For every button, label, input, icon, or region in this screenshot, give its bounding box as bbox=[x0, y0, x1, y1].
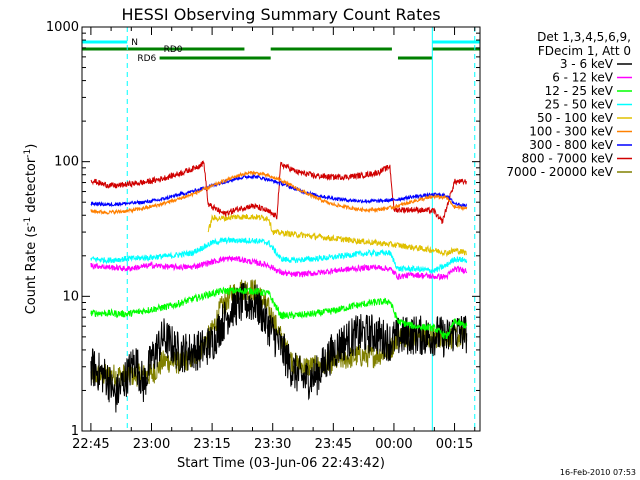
legend-label: 100 - 300 keV bbox=[529, 125, 613, 139]
legend-header-line-2: FDecim 1, Att 0 bbox=[538, 44, 631, 58]
attenuator-flags: N RD0 RD6 bbox=[82, 38, 480, 64]
y-axis-label-end: ) bbox=[24, 144, 39, 149]
date-stamp: 16-Feb-2010 07:53 bbox=[560, 468, 636, 477]
legend-label: 25 - 50 keV bbox=[545, 98, 614, 112]
y-axis-label-main: Count Rate (s bbox=[24, 226, 39, 315]
y-tick-label: 10 bbox=[62, 289, 79, 304]
legend-label: 6 - 12 keV bbox=[552, 71, 614, 85]
plot-frame bbox=[81, 26, 481, 432]
y-tick-label: 1 bbox=[71, 424, 79, 439]
legend-label: 800 - 7000 keV bbox=[522, 152, 614, 166]
flag-label-n: N bbox=[131, 38, 138, 48]
series-lines bbox=[90, 159, 468, 413]
y-axis-ticks: 1 10 100 1000 bbox=[46, 20, 480, 439]
series-line-6 bbox=[90, 173, 468, 209]
x-axis-label: Start Time (03-Jun-06 22:43:42) bbox=[177, 456, 385, 471]
y-axis-label-sup1: -1 bbox=[23, 217, 33, 226]
x-tick-label: 22:45 bbox=[72, 437, 109, 452]
legend-label: 50 - 100 keV bbox=[537, 111, 614, 125]
y-axis-label: Count Rate (s-1 detector-1) bbox=[23, 144, 39, 315]
y-axis-label-sup2: -1 bbox=[23, 149, 33, 158]
series-line-7 bbox=[90, 159, 468, 224]
series-line-4 bbox=[207, 213, 467, 258]
x-tick-label: 23:30 bbox=[254, 437, 291, 452]
x-tick-label: 23:00 bbox=[133, 437, 170, 452]
flag-label-rd0: RD0 bbox=[164, 45, 183, 55]
y-tick-label: 1000 bbox=[46, 20, 79, 35]
x-tick-label: 00:00 bbox=[375, 437, 412, 452]
legend-label: 3 - 6 keV bbox=[560, 57, 614, 71]
y-axis-label-mid: detector bbox=[24, 157, 39, 217]
legend: Det 1,3,4,5,6,9, FDecim 1, Att 0 3 - 6 k… bbox=[506, 30, 632, 179]
series-line-3 bbox=[90, 236, 468, 274]
flag-label-rd6: RD6 bbox=[137, 54, 156, 64]
legend-label: 300 - 800 keV bbox=[529, 138, 613, 152]
legend-header-line-1: Det 1,3,4,5,6,9, bbox=[537, 30, 631, 44]
series-line-0 bbox=[90, 282, 468, 413]
series-line-1 bbox=[90, 254, 468, 281]
series-line-5 bbox=[90, 170, 468, 216]
series-line-2 bbox=[90, 286, 468, 340]
x-tick-label: 23:45 bbox=[315, 437, 352, 452]
legend-label: 12 - 25 keV bbox=[545, 84, 614, 98]
x-tick-label: 23:15 bbox=[193, 437, 230, 452]
chart-title: HESSI Observing Summary Count Rates bbox=[121, 5, 440, 24]
x-tick-label: 00:15 bbox=[436, 437, 473, 452]
y-tick-label: 100 bbox=[54, 155, 79, 170]
x-axis-ticks: 22:45 23:00 23:15 23:30 23:45 00:00 00:15 bbox=[72, 27, 476, 452]
legend-label: 7000 - 20000 keV bbox=[506, 165, 613, 179]
